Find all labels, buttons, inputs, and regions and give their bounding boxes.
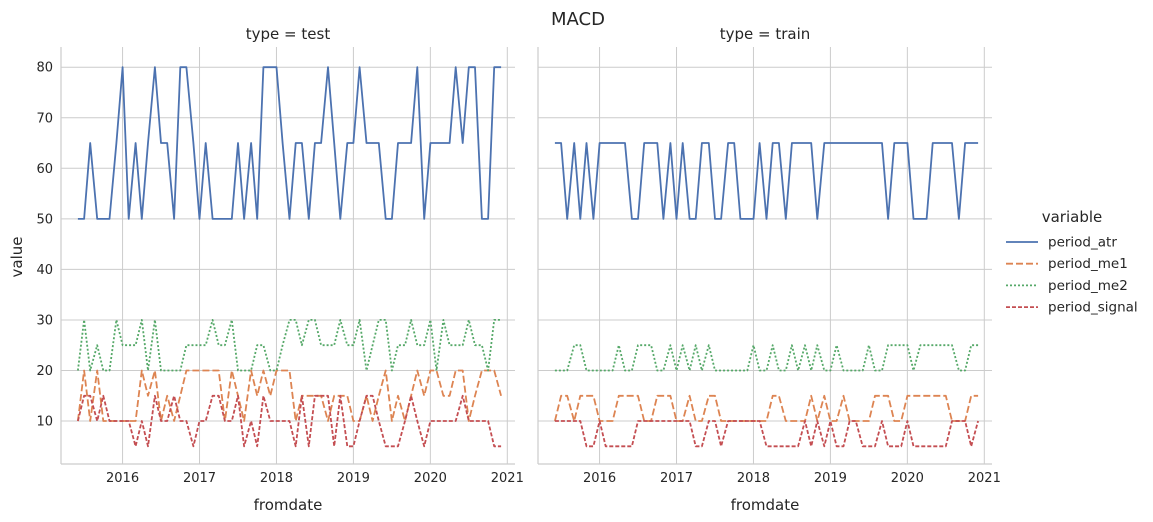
series-line-period_signal xyxy=(77,394,502,448)
x-tick-label: 2018 xyxy=(260,471,293,486)
x-tick-label: 2021 xyxy=(968,471,1001,486)
y-tick-label: 20 xyxy=(36,364,53,379)
legend-label-period_signal: period_signal xyxy=(1048,300,1138,316)
x-tick-label: 2017 xyxy=(183,471,216,486)
series-line-period_me1 xyxy=(554,394,979,422)
y-axis-label: value xyxy=(8,237,26,278)
series-line-period_me2 xyxy=(77,318,502,372)
panel-test: 2016 2017 2018 2019 2020 2021 10 20 30 40 50 60 70 80… xyxy=(36,25,523,486)
series-line-period_signal xyxy=(554,420,979,448)
x-tick-label: 2018 xyxy=(737,471,770,486)
x-tick-label: 2020 xyxy=(891,471,924,486)
y-tick-label: 30 xyxy=(36,313,53,328)
legend-label-period_atr: period_atr xyxy=(1048,235,1117,251)
y-tick-label: 40 xyxy=(36,263,53,278)
x-tick-label: 2016 xyxy=(583,471,616,486)
panel-title: type = train xyxy=(720,25,811,43)
series-line-period_me1 xyxy=(77,369,502,422)
x-tick-label: 2019 xyxy=(337,471,370,486)
x-tick-label: 2016 xyxy=(106,471,139,486)
y-tick-label: 70 xyxy=(36,111,53,126)
legend: variable period_atr period_me1 period_me2p… xyxy=(1006,208,1138,316)
legend-label-period_me1: period_me1 xyxy=(1048,256,1128,272)
legend-label-period_me2: period_me2 xyxy=(1048,278,1128,294)
x-tick-label: 2021 xyxy=(491,471,524,486)
series-line-period_atr xyxy=(77,66,502,220)
panel-train: 2016 2017 2018 2019 2020 2021 type = train xyxy=(537,25,1001,486)
x-axis-label-test: fromdate xyxy=(254,496,323,514)
y-tick-label: 60 xyxy=(36,162,53,177)
x-tick-label: 2017 xyxy=(660,471,693,486)
series-line-period_me2 xyxy=(554,344,979,372)
x-tick-label: 2019 xyxy=(814,471,847,486)
x-tick-label: 2020 xyxy=(414,471,447,486)
x-axis-label-train: fromdate xyxy=(731,496,800,514)
y-tick-label: 50 xyxy=(36,212,53,227)
y-tick-label: 80 xyxy=(36,61,53,76)
chart-title: MACD xyxy=(551,9,605,30)
legend-title: variable xyxy=(1042,208,1103,226)
panel-title: type = test xyxy=(246,25,331,43)
y-tick-label: 10 xyxy=(36,415,53,430)
series-line-period_atr xyxy=(554,142,979,220)
